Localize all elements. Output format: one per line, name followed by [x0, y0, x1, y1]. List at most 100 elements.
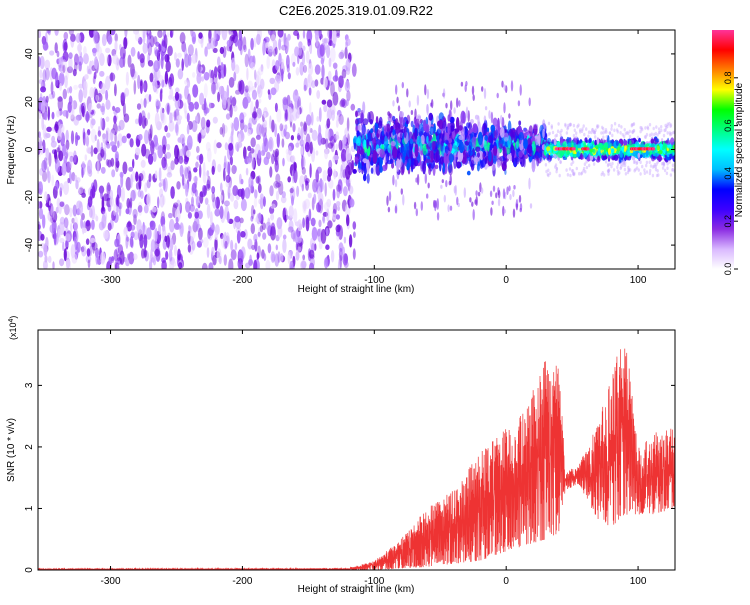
heatmap-cell	[140, 58, 145, 68]
heatmap-cell	[318, 124, 322, 138]
heatmap-cell	[240, 231, 246, 238]
heatmap-cell	[466, 170, 471, 176]
heatmap-cell	[346, 214, 350, 227]
heatmap-cell	[125, 71, 129, 86]
heatmap-cell	[218, 71, 222, 80]
heatmap-cell	[601, 125, 604, 130]
heatmap-cell	[181, 58, 184, 71]
heatmap-cell	[112, 54, 119, 65]
heatmap-cell	[396, 96, 399, 104]
heatmap-cell	[189, 204, 195, 212]
heatmap-cell	[495, 192, 498, 199]
heatmap-cell	[655, 125, 658, 129]
heatmap-cell	[657, 127, 661, 131]
heatmap-cell	[54, 182, 60, 191]
heatmap-cell	[515, 156, 520, 163]
heatmap-cell	[351, 63, 357, 77]
heatmap-cell	[630, 123, 634, 127]
heatmap-cell	[320, 136, 323, 146]
heatmap-cell	[210, 211, 213, 226]
heatmap-cell	[244, 85, 249, 93]
heatmap-cell	[211, 192, 216, 203]
heatmap-cell	[164, 125, 168, 133]
heatmap-cell	[161, 113, 167, 126]
heatmap-cell	[323, 77, 328, 88]
heatmap-cell	[191, 196, 194, 207]
heatmap-cell	[200, 116, 206, 130]
heatmap-cell	[295, 250, 300, 261]
heatmap-cell	[492, 185, 496, 192]
heatmap-cell	[203, 185, 208, 196]
heatmap-cell	[57, 96, 63, 112]
heatmap-cell	[38, 110, 42, 120]
heatmap-cell	[46, 166, 50, 179]
heatmap-cell	[559, 160, 562, 165]
heatmap-cell	[488, 135, 493, 144]
heatmap-cell	[447, 123, 451, 135]
heatmap-cell	[496, 148, 500, 157]
snr-x-axis-label: Height of straight line (km)	[298, 584, 415, 595]
heatmap-cell	[250, 100, 254, 116]
heatmap-cell	[281, 191, 286, 199]
heatmap-cell	[269, 77, 276, 85]
heatmap-cell	[471, 201, 474, 207]
heatmap-cell	[50, 215, 54, 224]
heatmap-cell	[529, 203, 533, 209]
heatmap-cell	[95, 94, 100, 102]
heatmap-cell	[212, 196, 218, 209]
heatmap-cell	[98, 80, 103, 90]
heatmap-cell	[227, 161, 231, 176]
heatmap-cell	[381, 126, 385, 137]
heatmap-cell	[644, 126, 647, 130]
heatmap-cell	[234, 242, 238, 251]
heatmap-cell	[336, 30, 340, 37]
heatmap-cell	[73, 84, 78, 90]
heatmap-cell	[422, 160, 426, 175]
heatmap-cell	[87, 159, 93, 175]
heatmap-cell	[472, 123, 478, 134]
heatmap-cell	[338, 247, 343, 262]
heatmap-cell	[626, 170, 630, 175]
heatmap-cell	[149, 72, 154, 83]
heatmap-cell	[217, 163, 222, 173]
heatmap-cell	[296, 107, 300, 119]
heatmap-cell	[137, 74, 141, 90]
heatmap-cell	[139, 234, 144, 249]
heatmap-cell	[623, 163, 627, 168]
heatmap-cell	[247, 238, 253, 250]
heatmap-cell	[282, 238, 287, 253]
heatmap-cell	[436, 212, 440, 221]
heatmap-cell	[205, 141, 211, 152]
heatmap-cell	[539, 147, 542, 162]
heatmap-cell	[577, 123, 580, 127]
heatmap-cell	[592, 148, 596, 154]
heatmap-cell	[130, 189, 136, 202]
heatmap-cell	[100, 117, 103, 130]
heatmap-cell	[309, 102, 312, 115]
heatmap-cell	[399, 132, 403, 140]
heatmap-cell	[484, 140, 488, 152]
heatmap-cell	[52, 261, 55, 269]
heatmap-cell	[607, 168, 611, 172]
heatmap-cell	[328, 159, 333, 170]
heatmap-cell	[322, 215, 325, 222]
heatmap-cell	[86, 248, 91, 257]
heatmap-cell	[176, 115, 183, 121]
heatmap-cell	[82, 188, 86, 195]
heatmap-cell	[594, 135, 597, 139]
heatmap-cell	[294, 229, 300, 244]
heatmap-cell	[78, 89, 83, 103]
heatmap-cell	[458, 100, 461, 107]
heatmap-cell	[465, 106, 469, 118]
heatmap-cell	[149, 124, 153, 139]
heatmap-cell	[85, 110, 89, 123]
heatmap-cell	[287, 251, 291, 265]
heatmap-cell	[597, 155, 600, 161]
heatmap-cell	[177, 52, 182, 58]
heatmap-cell	[551, 130, 555, 135]
heatmap-cell	[229, 95, 233, 104]
heatmap-cell	[578, 171, 581, 176]
heatmap-cell	[663, 168, 667, 173]
heatmap-cell	[357, 108, 361, 113]
heatmap-cell	[90, 128, 97, 143]
